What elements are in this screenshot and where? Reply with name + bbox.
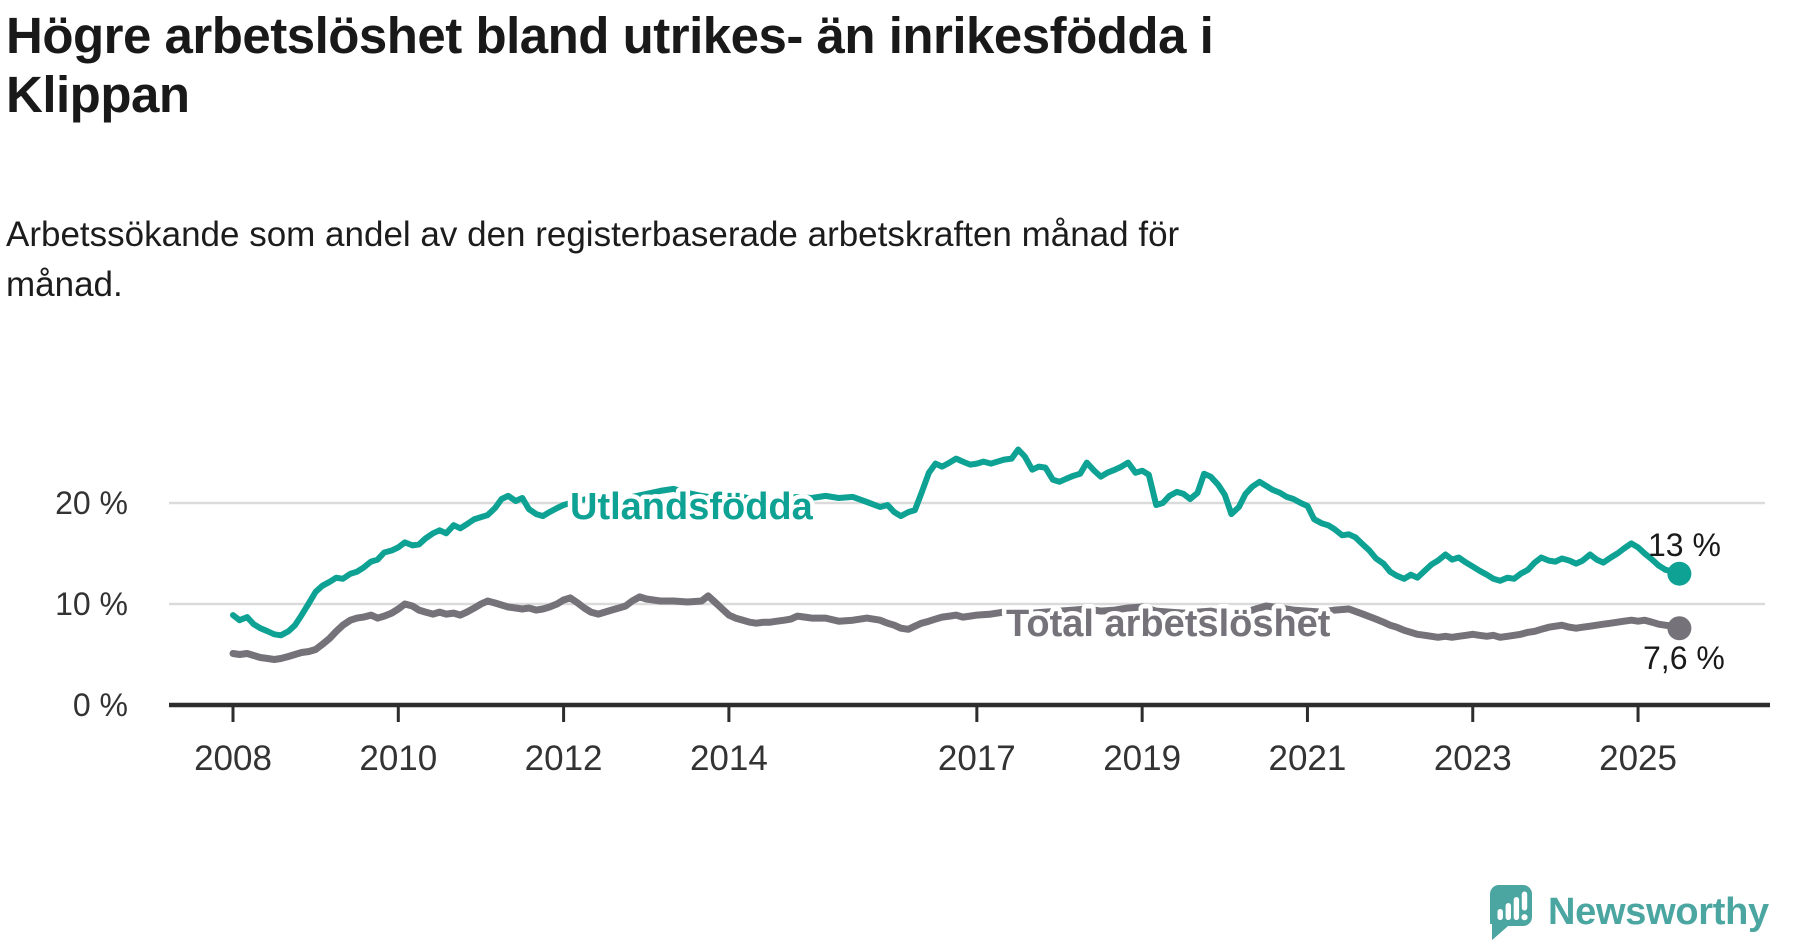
y-axis-label-0pct: 0 %: [73, 687, 128, 723]
x-axis-label-2017: 2017: [938, 739, 1016, 778]
page-title: Högre arbetslöshet bland utrikes- än inr…: [6, 6, 1214, 124]
newsworthy-logo: Newsworthy: [1486, 882, 1769, 942]
page-subtitle: Arbetssökande som andel av den registerb…: [6, 210, 1179, 309]
x-axis-label-2012: 2012: [525, 739, 603, 778]
series-label-utlandsfodda: Utlandsfödda: [570, 486, 814, 528]
y-axis-label-10pct: 10 %: [55, 586, 128, 622]
newsworthy-logo-text: Newsworthy: [1548, 890, 1769, 933]
x-axis-label-2019: 2019: [1103, 739, 1181, 778]
page-subtitle-line-2: månad.: [6, 264, 123, 304]
series-line-total-arbetsloshet: [229, 592, 1683, 663]
x-axis-label-2010: 2010: [359, 739, 437, 778]
x-axis-label-2025: 2025: [1599, 739, 1677, 778]
end-value-label-total-arbetsloshet: 7,6 %: [1643, 640, 1725, 676]
series-end-dot-utlandsfodda: [1667, 561, 1692, 586]
page-title-line-1: Högre arbetslöshet bland utrikes- än inr…: [6, 7, 1214, 64]
newsworthy-speech-bubble-bar-chart-icon: [1490, 885, 1532, 940]
x-axis-label-2008: 2008: [194, 739, 272, 778]
page-title-line-2: Klippan: [6, 66, 190, 124]
x-axis-label-2023: 2023: [1434, 739, 1512, 778]
page-subtitle-line-1: Arbetssökande som andel av den registerb…: [6, 215, 1180, 254]
y-axis-label-20pct: 20 %: [55, 485, 128, 521]
series-line-utlandsfodda: [230, 446, 1683, 639]
x-axis-label-2021: 2021: [1269, 739, 1347, 778]
series-label-total-arbetsloshet: Total arbetslöshet: [1006, 603, 1331, 645]
end-value-label-utlandsfodda: 13 %: [1648, 527, 1721, 563]
x-axis-label-2014: 2014: [690, 739, 768, 778]
series-end-dot-total-arbetsloshet: [1667, 616, 1692, 641]
